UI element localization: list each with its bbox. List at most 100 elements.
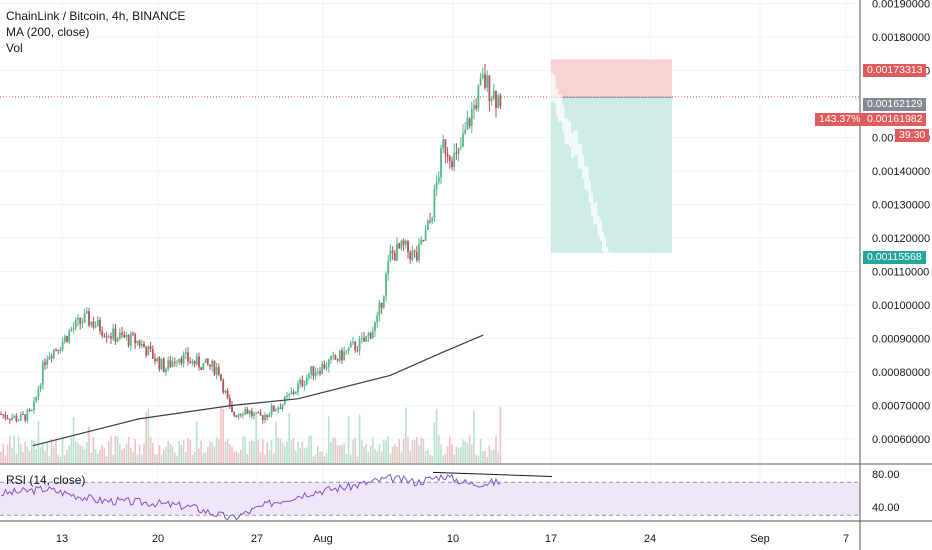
candle-body bbox=[50, 356, 53, 358]
volume-bar bbox=[20, 443, 22, 463]
volume-bar bbox=[24, 442, 26, 463]
volume-bar bbox=[336, 445, 339, 463]
candle-body bbox=[484, 74, 486, 88]
projected-candle bbox=[599, 220, 602, 241]
time-tick-label: 27 bbox=[251, 533, 263, 545]
candle-body bbox=[358, 338, 361, 351]
candle-body bbox=[422, 239, 425, 241]
volume-bar bbox=[462, 439, 464, 463]
projected-candle bbox=[551, 72, 554, 101]
ma-legend[interactable]: MA (200, close) bbox=[6, 25, 90, 39]
projected-candle bbox=[595, 201, 598, 224]
volume-bar bbox=[420, 437, 422, 463]
volume-bar bbox=[226, 439, 229, 463]
volume-bar bbox=[229, 443, 231, 463]
projected-candle bbox=[597, 215, 600, 237]
volume-bar bbox=[332, 436, 334, 463]
volume-bar bbox=[257, 439, 260, 463]
candle-body bbox=[72, 327, 75, 330]
candle-body bbox=[206, 358, 209, 365]
candle-body bbox=[310, 366, 313, 375]
volume-bar bbox=[325, 453, 328, 463]
candle-body bbox=[15, 415, 18, 422]
candle-body bbox=[413, 250, 416, 252]
projected-candle bbox=[584, 166, 587, 190]
candle-body bbox=[26, 409, 29, 421]
candle-body bbox=[303, 384, 306, 386]
candle-body bbox=[220, 374, 222, 380]
volume-bar bbox=[413, 439, 416, 463]
volume-bar bbox=[431, 455, 433, 463]
projected-candle bbox=[564, 117, 567, 144]
volume-bar bbox=[435, 408, 438, 463]
candle-body bbox=[112, 328, 115, 339]
volume-bar bbox=[154, 453, 156, 463]
volume-bar bbox=[68, 445, 70, 463]
projected-candle bbox=[573, 131, 576, 157]
candle-body bbox=[140, 343, 143, 346]
volume-bar bbox=[22, 452, 24, 463]
time-tick-label: 10 bbox=[447, 533, 459, 545]
volume-bar bbox=[237, 453, 240, 463]
volume-bar bbox=[442, 455, 444, 463]
candle-body bbox=[371, 330, 374, 339]
candle-body bbox=[33, 401, 35, 410]
price-tick-label: 0.00080000 bbox=[872, 367, 930, 379]
volume-bar bbox=[165, 446, 167, 463]
volume-bar bbox=[446, 446, 449, 463]
volume-bar bbox=[114, 435, 117, 463]
rsi-legend[interactable]: RSI (14, close) bbox=[6, 473, 86, 487]
candle-body bbox=[176, 362, 178, 364]
rsi-tick-label: 80.00 bbox=[872, 469, 900, 481]
volume-bar bbox=[279, 438, 282, 463]
candle-body bbox=[11, 417, 13, 421]
time-tick-label: 20 bbox=[152, 533, 164, 545]
candle-body bbox=[473, 105, 475, 110]
candle-body bbox=[281, 404, 284, 409]
volume-bar bbox=[328, 416, 330, 463]
position-zones bbox=[0, 59, 860, 253]
countdown-tag: 39:30 bbox=[895, 129, 930, 142]
time-tick-label: Aug bbox=[313, 533, 333, 545]
volume-bar bbox=[493, 449, 495, 463]
candle-body bbox=[149, 346, 152, 349]
projected-candle bbox=[588, 179, 591, 203]
candle-body bbox=[459, 146, 462, 148]
candle-body bbox=[365, 336, 368, 342]
candle-body bbox=[338, 350, 341, 361]
candle-body bbox=[376, 315, 379, 323]
vol-legend[interactable]: Vol bbox=[6, 41, 23, 55]
candle-body bbox=[321, 363, 324, 374]
volume-bar bbox=[103, 448, 106, 463]
candle-body bbox=[90, 321, 93, 326]
candle-body bbox=[275, 410, 277, 412]
volume-bar bbox=[334, 437, 337, 463]
volume-bar bbox=[396, 446, 398, 463]
volume-bar bbox=[330, 442, 332, 463]
volume-bar bbox=[61, 436, 64, 463]
volume-bar bbox=[145, 412, 147, 463]
projected-candle bbox=[586, 166, 589, 191]
volume-bar bbox=[424, 451, 427, 463]
candle-body bbox=[400, 240, 403, 249]
candle-body bbox=[433, 189, 436, 219]
volume-bar bbox=[343, 443, 345, 463]
projected-candle bbox=[606, 246, 609, 266]
candle-body bbox=[235, 415, 238, 417]
candle-body bbox=[356, 350, 359, 352]
volume-bar bbox=[191, 454, 194, 463]
volume-bar bbox=[475, 454, 477, 463]
volume-bar bbox=[59, 456, 62, 463]
candle-body bbox=[22, 413, 24, 415]
candle-body bbox=[451, 161, 453, 167]
volume-bar bbox=[94, 449, 97, 463]
volume-bar bbox=[471, 444, 473, 463]
time-tick-label: 13 bbox=[56, 533, 68, 545]
volume-bar bbox=[427, 449, 429, 463]
candle-body bbox=[96, 319, 99, 327]
candle-body bbox=[237, 413, 240, 417]
candle-body bbox=[189, 361, 192, 363]
candle-body bbox=[261, 415, 264, 420]
candle-body bbox=[391, 250, 394, 253]
